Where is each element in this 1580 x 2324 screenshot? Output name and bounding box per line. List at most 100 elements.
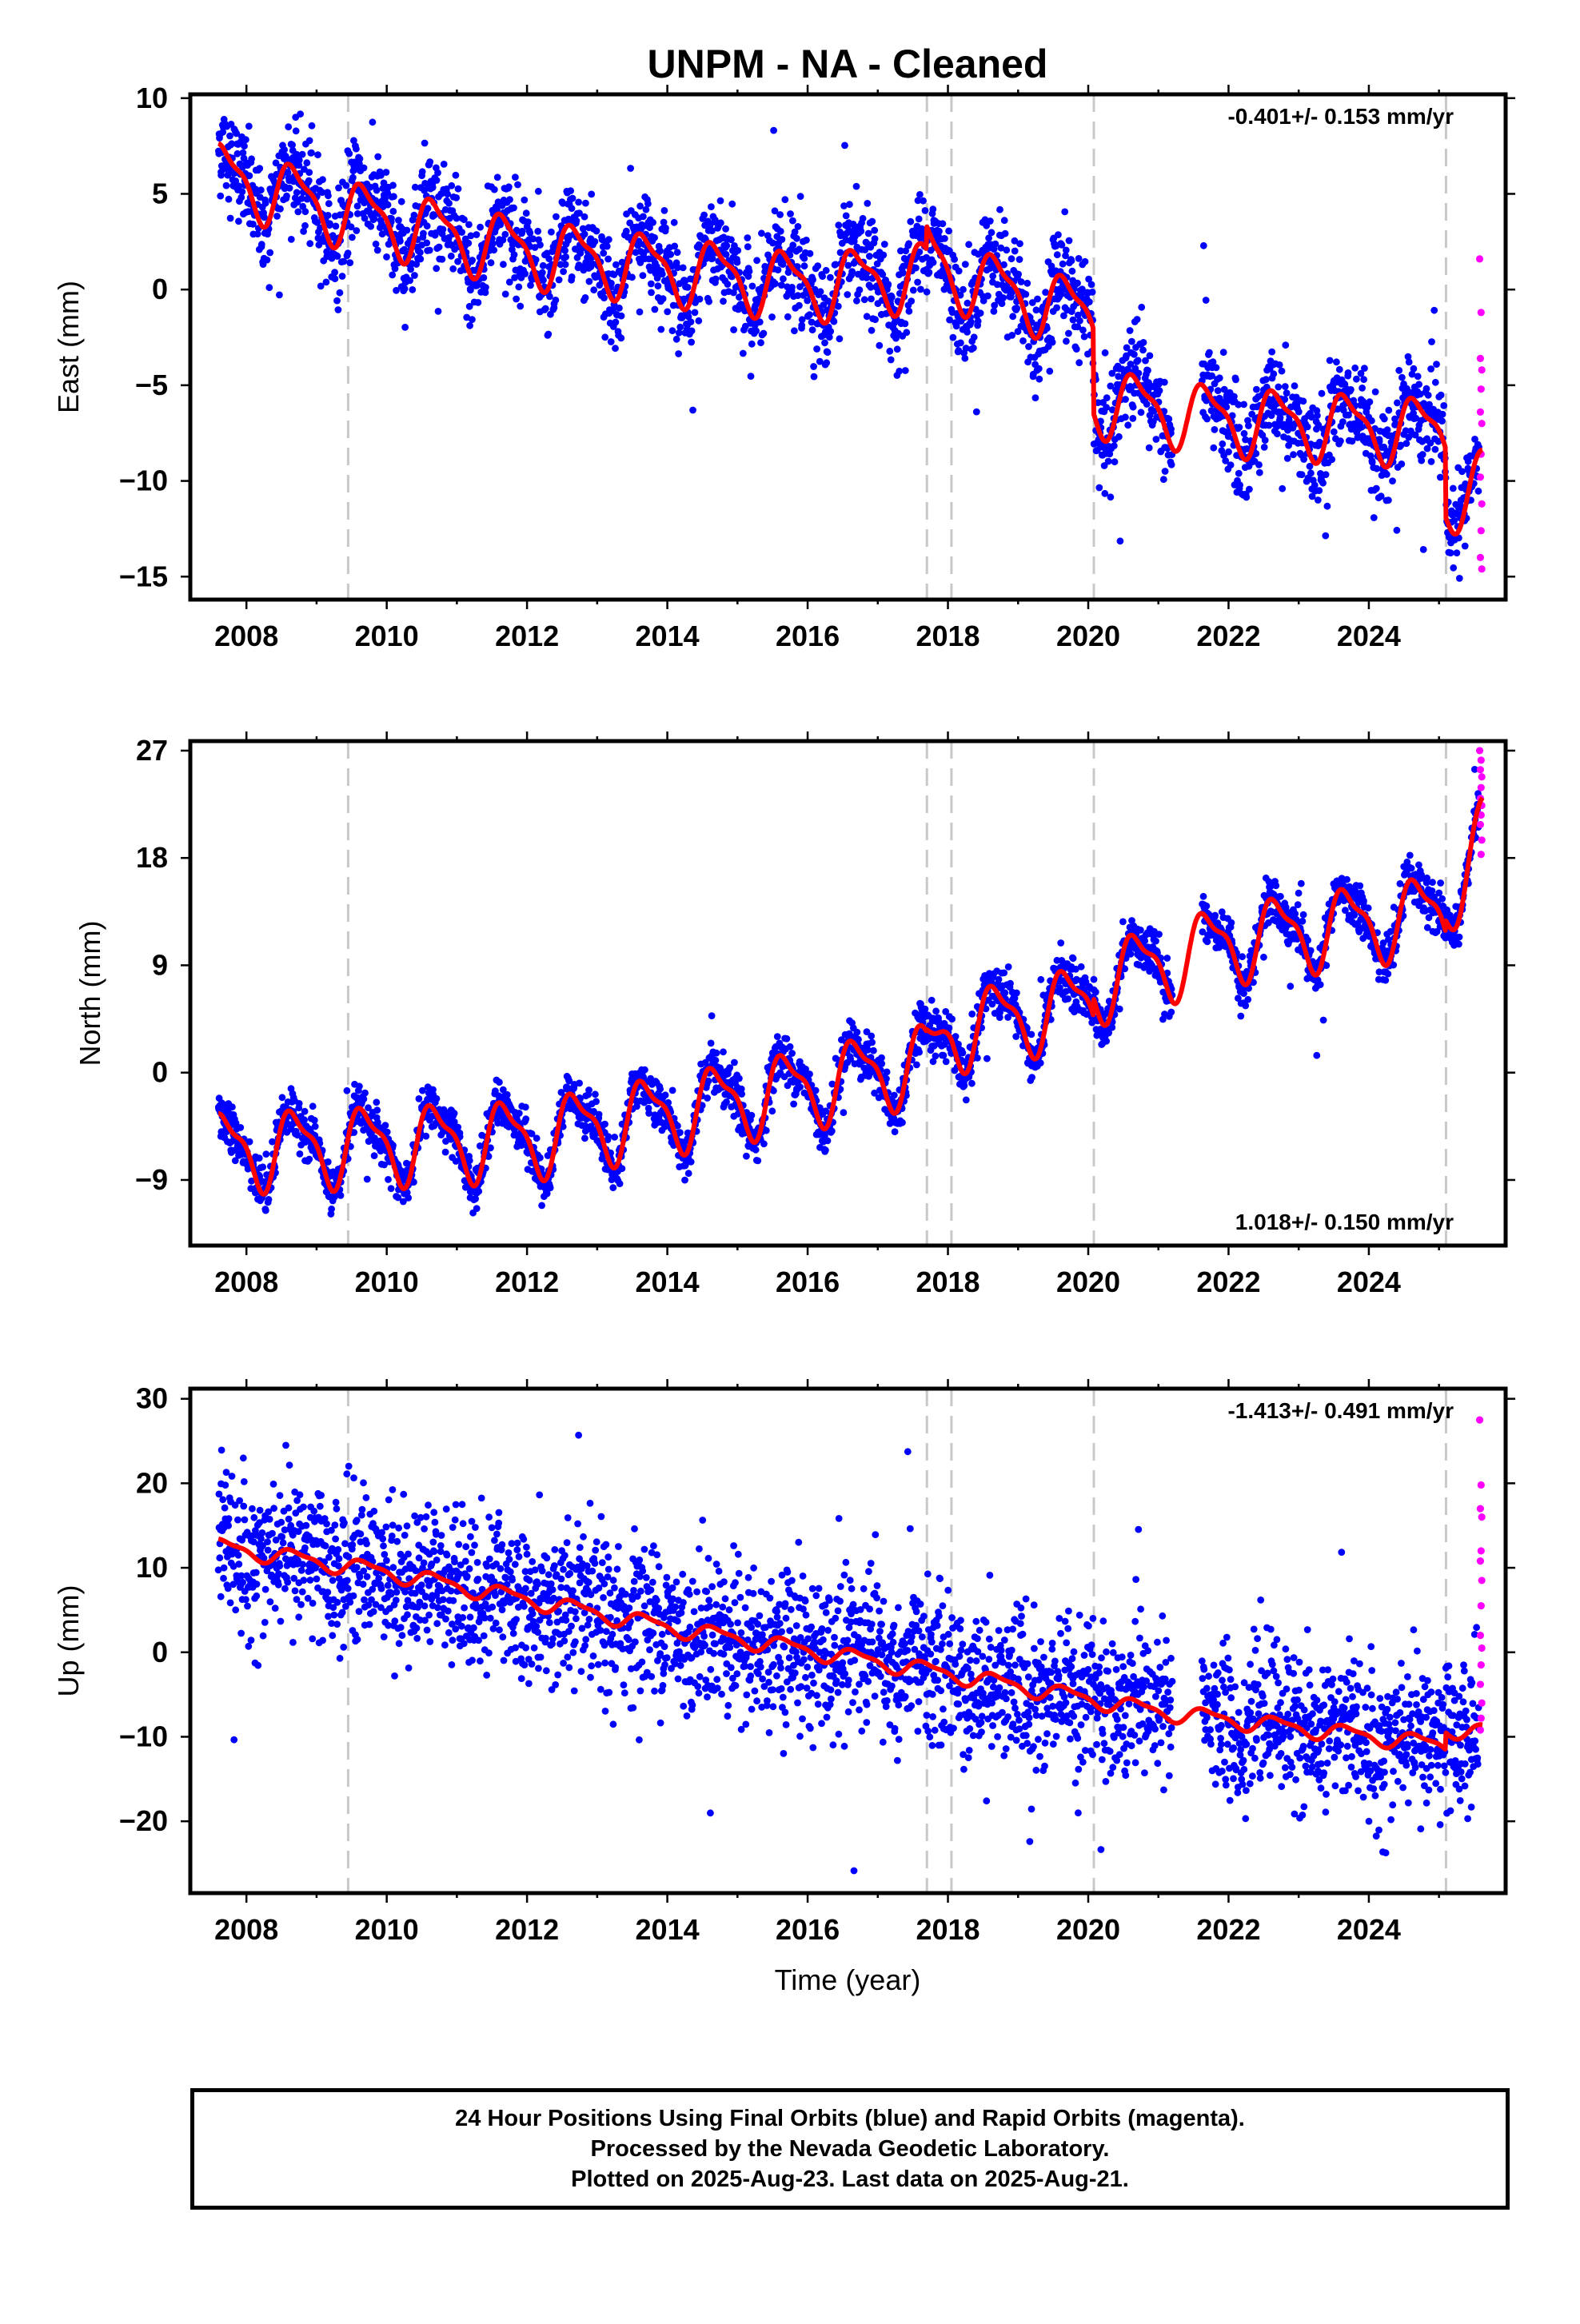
final-point (429, 184, 437, 191)
final-point (787, 1043, 794, 1050)
final-point (1037, 976, 1044, 983)
final-point (841, 142, 848, 149)
final-point (723, 251, 730, 258)
final-point (567, 187, 574, 194)
final-point (1064, 995, 1071, 1003)
final-point (1284, 455, 1291, 462)
final-point (671, 219, 678, 226)
final-point (920, 197, 927, 205)
x-tick-label: 2012 (495, 620, 559, 652)
final-point (823, 267, 830, 274)
final-point (884, 281, 892, 288)
x-tick-label: 2008 (214, 620, 278, 652)
final-point (908, 297, 915, 305)
final-point (1420, 546, 1427, 553)
final-point (608, 338, 615, 345)
final-point (223, 182, 230, 189)
final-point (788, 284, 796, 291)
final-point (561, 247, 569, 254)
final-point (648, 289, 655, 297)
final-point (1263, 376, 1270, 383)
final-point (279, 1094, 286, 1101)
final-point (1360, 376, 1367, 383)
final-point (293, 189, 301, 196)
final-point (868, 1039, 876, 1046)
final-point (1282, 383, 1289, 390)
final-point (256, 1154, 263, 1162)
final-point (922, 1006, 929, 1013)
final-point (789, 217, 796, 225)
final-point (1403, 440, 1410, 447)
final-point (444, 190, 451, 197)
final-point (1425, 392, 1432, 399)
final-point (1333, 358, 1340, 365)
final-point (856, 286, 864, 293)
final-point (576, 1080, 583, 1087)
final-point (388, 1185, 395, 1192)
final-point (364, 1176, 371, 1183)
final-point (1008, 332, 1015, 339)
final-point (600, 249, 607, 257)
final-point (749, 283, 756, 290)
final-point (865, 230, 872, 237)
final-point (681, 1177, 688, 1184)
final-point (1373, 485, 1380, 492)
rapid-orbit-series (1476, 255, 1486, 572)
final-point (789, 241, 796, 249)
final-point (806, 1070, 813, 1078)
x-tick-label: 2016 (776, 620, 840, 652)
final-point (305, 177, 313, 185)
final-point (596, 1111, 603, 1118)
final-point (892, 1128, 899, 1135)
final-point (971, 333, 978, 341)
final-point (1433, 361, 1440, 368)
rapid-point (1477, 355, 1484, 362)
final-point (784, 1035, 791, 1042)
final-point (264, 257, 271, 264)
final-point (575, 199, 582, 206)
final-point (822, 1146, 829, 1154)
final-point (1299, 471, 1306, 478)
final-point (439, 256, 446, 263)
final-point (1456, 575, 1463, 582)
final-point (1255, 461, 1263, 468)
final-point (1394, 400, 1401, 407)
final-point (752, 328, 760, 335)
final-point (696, 296, 704, 303)
final-point (640, 272, 647, 279)
final-point (1315, 487, 1323, 494)
final-point (1140, 339, 1147, 346)
final-point (522, 1104, 529, 1111)
final-point (1035, 376, 1043, 383)
rapid-point (1478, 527, 1485, 534)
final-point (1061, 209, 1068, 216)
final-point (373, 1106, 381, 1114)
final-point (294, 209, 301, 216)
final-point (926, 269, 933, 276)
final-point (708, 1012, 716, 1019)
final-point (325, 192, 332, 199)
final-point (482, 284, 489, 291)
final-point (419, 168, 426, 175)
final-point (525, 218, 532, 225)
final-point (996, 206, 1003, 213)
final-point (1088, 281, 1095, 289)
final-point (688, 1158, 695, 1166)
final-point (475, 299, 482, 306)
chart-title: UNPM - NA - Cleaned (648, 42, 1048, 86)
final-point (1440, 402, 1447, 409)
final-point (645, 1110, 652, 1117)
final-point (868, 1033, 875, 1040)
final-point (772, 280, 779, 287)
final-point (970, 345, 977, 352)
final-point (306, 138, 313, 145)
final-point (744, 243, 752, 250)
final-point (1063, 247, 1070, 254)
final-point (514, 181, 521, 189)
final-point (906, 308, 913, 315)
final-point (793, 235, 800, 242)
final-point (398, 198, 405, 205)
final-point (301, 222, 309, 229)
final-point (312, 1123, 319, 1130)
final-point (1076, 317, 1083, 325)
